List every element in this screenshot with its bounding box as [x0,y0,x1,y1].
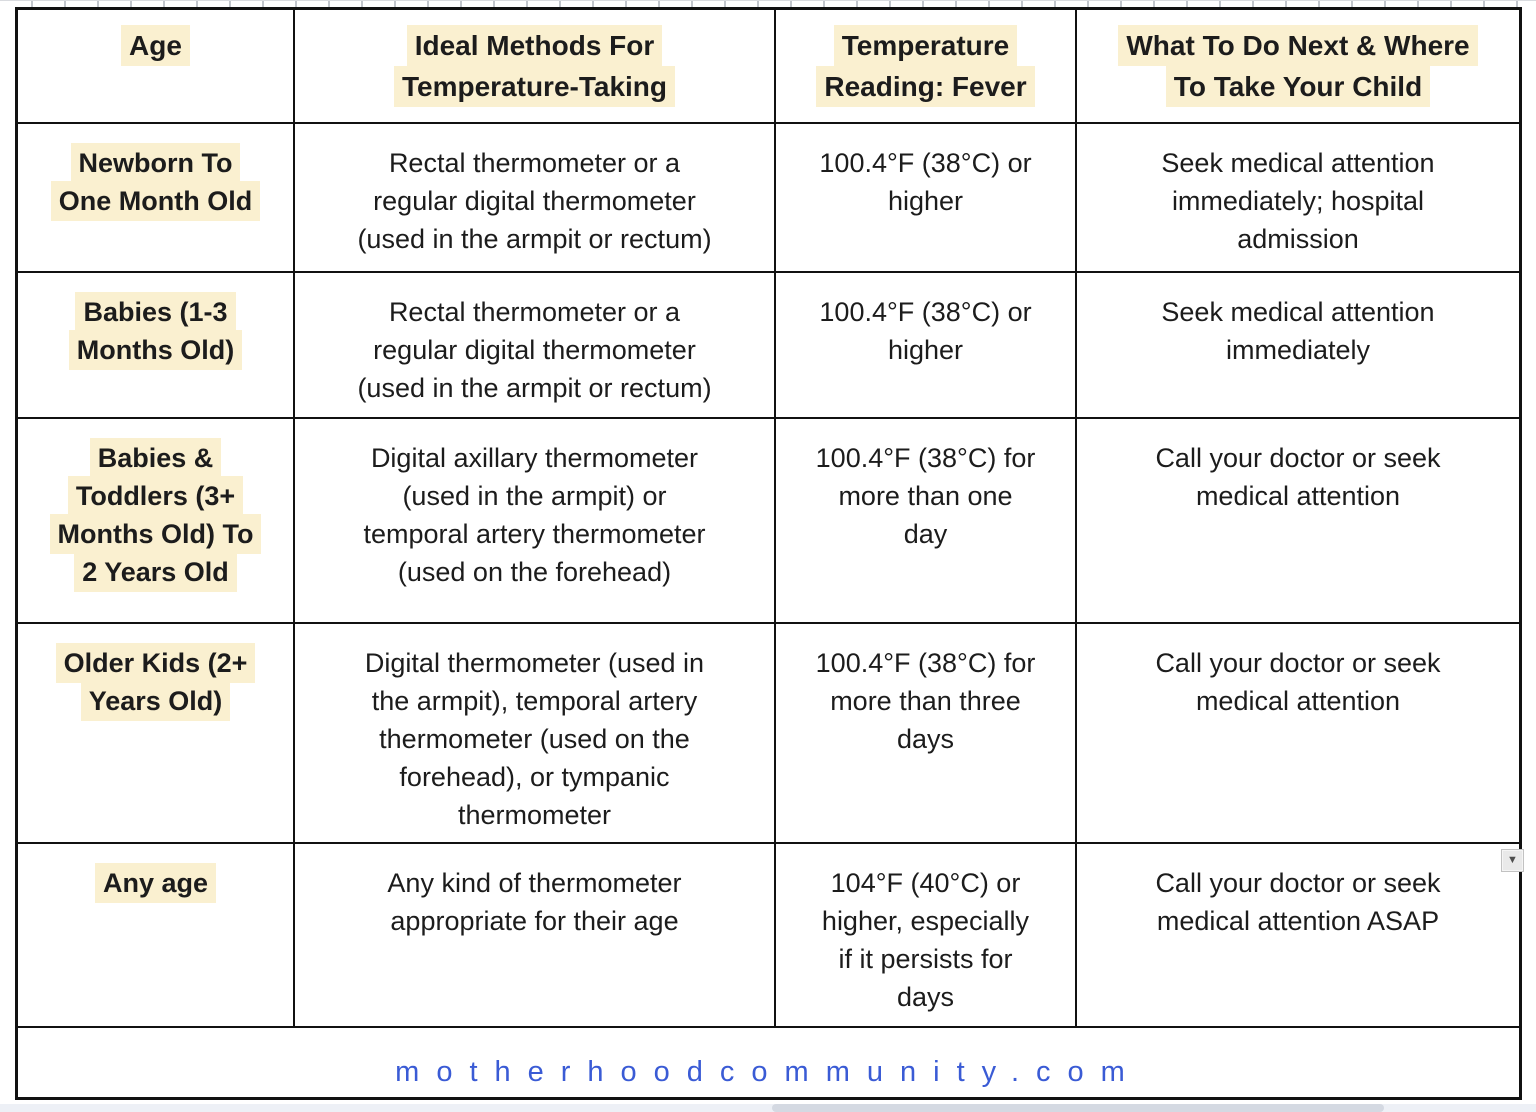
row1-reading-cell[interactable]: 100.4°F (38°C) or higher [776,124,1077,273]
row2-method-cell[interactable]: Rectal thermometer or a regular digital … [295,273,776,419]
dropdown-arrow-icon: ▼ [1507,854,1518,866]
header-cell-methods[interactable]: Ideal Methods For Temperature-Taking [295,10,776,124]
row1-action-text: Seek medical attention immediately; hosp… [1161,148,1435,254]
row3-method-text: Digital axillary thermometer (used in th… [363,443,706,587]
header-action-label: What To Do Next & Where To Take Your Chi… [1118,25,1478,107]
spreadsheet-column-ticks [0,0,1536,7]
row5-age-text: Any age [94,863,217,903]
row4-age-text: Older Kids (2+ Years Old) [55,643,256,721]
header-cell-age[interactable]: Age [18,10,295,124]
header-age-label: Age [121,25,190,66]
row2-action-text: Seek medical attention immediately [1161,297,1435,365]
row5-reading-text: 104°F (40°C) or higher, especially if it… [821,868,1030,1012]
site-watermark: motherhoodcommunity.com [395,1055,1142,1088]
row5-reading-cell[interactable]: 104°F (40°C) or higher, especially if it… [776,844,1077,1028]
row2-reading-text: 100.4°F (38°C) or higher [819,297,1032,365]
row1-reading-text: 100.4°F (38°C) or higher [819,148,1032,216]
header-reading-label: Temperature Reading: Fever [816,25,1035,107]
row4-method-text: Digital thermometer (used in the armpit)… [364,648,705,830]
footer-cell[interactable]: motherhoodcommunity.com [18,1028,1519,1097]
row4-reading-text: 100.4°F (38°C) for more than three days [815,648,1036,754]
row1-age-text: Newborn To One Month Old [50,143,261,221]
row5-action-cell[interactable]: Call your doctor or seek medical attenti… [1077,844,1519,1028]
row4-action-text: Call your doctor or seek medical attenti… [1155,648,1441,716]
cell-dropdown-button[interactable]: ▼ [1501,849,1524,872]
horizontal-scrollbar-thumb[interactable] [772,1104,1384,1112]
row2-method-text: Rectal thermometer or a regular digital … [357,297,712,403]
row5-action-text: Call your doctor or seek medical attenti… [1155,868,1441,936]
row2-reading-cell[interactable]: 100.4°F (38°C) or higher [776,273,1077,419]
row1-action-cell[interactable]: Seek medical attention immediately; hosp… [1077,124,1519,273]
row4-method-cell[interactable]: Digital thermometer (used in the armpit)… [295,624,776,844]
row3-reading-text: 100.4°F (38°C) for more than one day [815,443,1036,549]
row5-method-cell[interactable]: Any kind of thermometer appropriate for … [295,844,776,1028]
row1-age-cell[interactable]: Newborn To One Month Old [18,124,295,273]
row3-age-cell[interactable]: Babies & Toddlers (3+ Months Old) To 2 Y… [18,419,295,624]
row4-action-cell[interactable]: Call your doctor or seek medical attenti… [1077,624,1519,844]
row2-age-cell[interactable]: Babies (1-3 Months Old) [18,273,295,419]
row3-age-text: Babies & Toddlers (3+ Months Old) To 2 Y… [49,438,262,592]
row1-method-text: Rectal thermometer or a regular digital … [357,148,712,254]
header-cell-reading[interactable]: Temperature Reading: Fever [776,10,1077,124]
header-cell-action[interactable]: What To Do Next & Where To Take Your Chi… [1077,10,1519,124]
row1-method-cell[interactable]: Rectal thermometer or a regular digital … [295,124,776,273]
row3-reading-cell[interactable]: 100.4°F (38°C) for more than one day [776,419,1077,624]
row4-reading-cell[interactable]: 100.4°F (38°C) for more than three days [776,624,1077,844]
row5-method-text: Any kind of thermometer appropriate for … [387,868,682,936]
row3-action-text: Call your doctor or seek medical attenti… [1155,443,1441,511]
fever-guide-table: Age Ideal Methods For Temperature-Taking… [15,7,1522,1100]
horizontal-scrollbar-track[interactable] [0,1104,1536,1112]
row3-method-cell[interactable]: Digital axillary thermometer (used in th… [295,419,776,624]
row2-action-cell[interactable]: Seek medical attention immediately [1077,273,1519,419]
row4-age-cell[interactable]: Older Kids (2+ Years Old) [18,624,295,844]
row2-age-text: Babies (1-3 Months Old) [68,292,243,370]
row5-age-cell[interactable]: Any age [18,844,295,1028]
row3-action-cell[interactable]: Call your doctor or seek medical attenti… [1077,419,1519,624]
header-methods-label: Ideal Methods For Temperature-Taking [393,25,675,107]
